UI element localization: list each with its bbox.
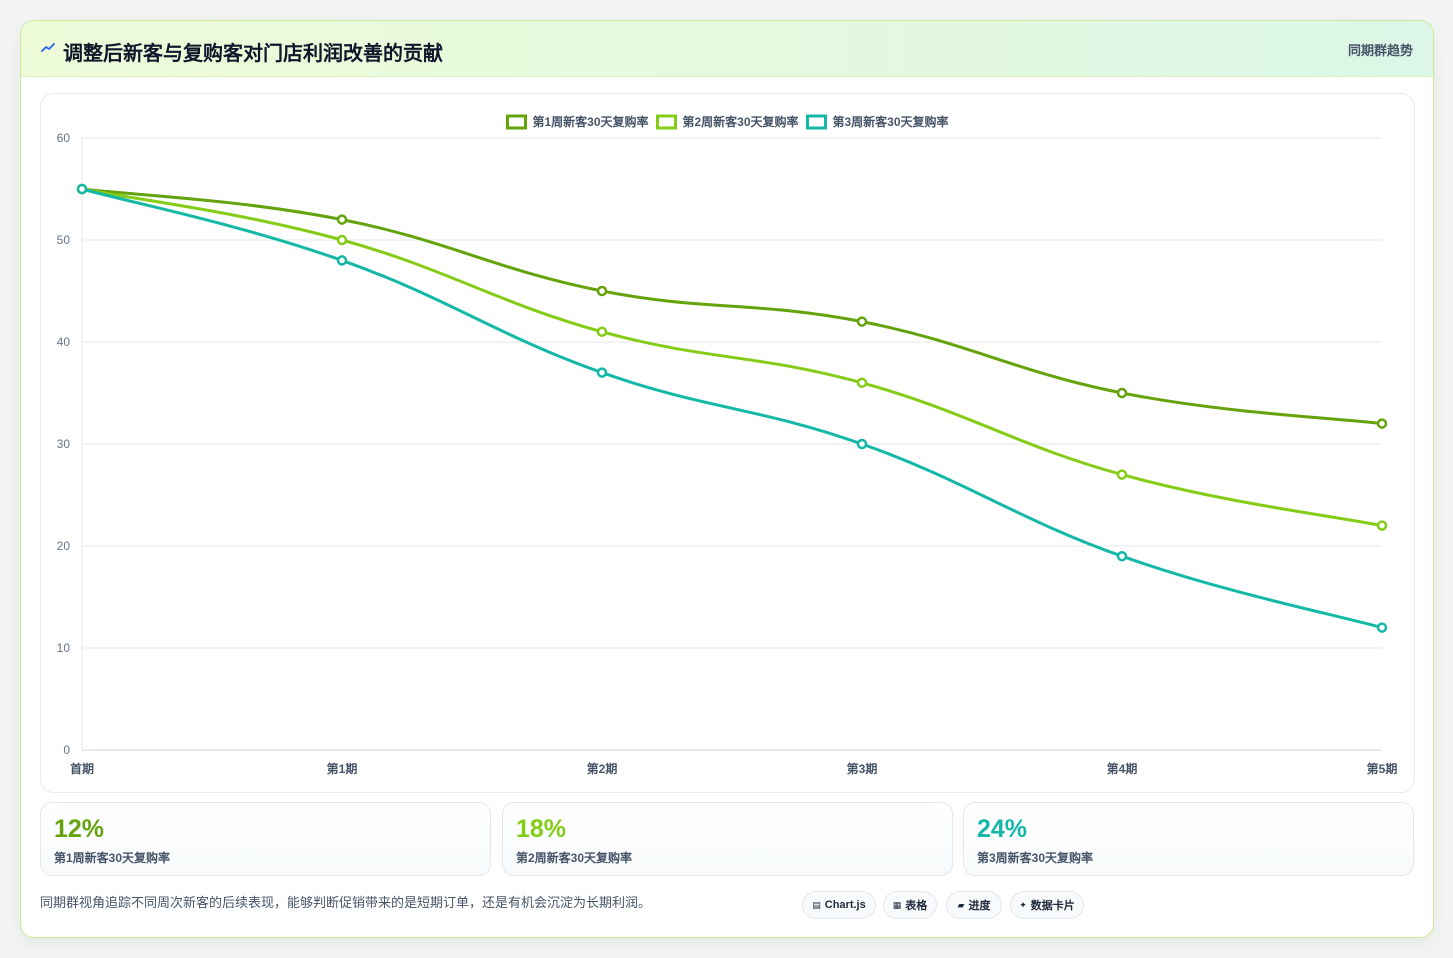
data-point — [1116, 387, 1128, 399]
kpi-card-2: 18% 第2周新客30天复购率 — [502, 802, 953, 876]
legend-swatch — [506, 114, 527, 130]
y-tick-label: 50 — [57, 233, 71, 247]
x-tick-label: 第2期 — [587, 761, 618, 776]
data-point — [336, 234, 348, 246]
legend-label: 第1周新客30天复购率 — [533, 114, 649, 129]
y-tick-label: 10 — [57, 641, 71, 655]
data-point — [1376, 520, 1388, 531]
series-line-1 — [81, 187, 1383, 426]
line-chart: 0 10 20 30 40 50 60 首期 第1期 第2期 第3期 第4期 第5期 第1周新客30天复购… — [57, 114, 1398, 776]
data-point — [336, 214, 348, 225]
panel-header: 调整后新客与复购客对门店利润改善的贡献 同期群趋势 — [21, 21, 1433, 77]
data-point — [856, 438, 868, 450]
table-icon: ▦ — [892, 899, 902, 910]
data-point — [1376, 418, 1388, 429]
data-point — [596, 285, 608, 297]
data-point — [1376, 622, 1388, 633]
progress-icon: ▰ — [957, 899, 965, 910]
kpi-label: 第1周新客30天复购率 — [54, 851, 171, 865]
sparkle-icon: ✦ — [1019, 899, 1027, 910]
data-point — [856, 377, 868, 389]
legend-label: 第2周新客30天复购率 — [683, 114, 799, 129]
x-tick-label: 第1期 — [327, 761, 358, 776]
data-point — [596, 367, 608, 378]
chip-label: 进度 — [968, 900, 991, 912]
legend-label: 第3周新客30天复购率 — [833, 114, 949, 129]
kpi-value: 18% — [516, 815, 567, 843]
kpi-value: 12% — [54, 815, 105, 843]
chip-table[interactable]: ▦ 表格 — [883, 891, 937, 919]
kpi-card-3: 24% 第3周新客30天复购率 — [963, 802, 1414, 876]
chart-card: 0 10 20 30 40 50 60 首期 第1期 第2期 第3期 第4期 第5期 第1周新客30天复购… — [40, 93, 1415, 793]
page-title: 调整后新客与复购客对门店利润改善的贡献 — [63, 43, 443, 65]
x-tick-label: 第4期 — [1107, 761, 1138, 776]
chip-label: Chart.js — [824, 899, 866, 911]
data-point — [336, 255, 348, 266]
y-tick-label: 0 — [63, 743, 70, 757]
kpi-label: 第2周新客30天复购率 — [516, 851, 633, 865]
legend-swatch — [806, 114, 827, 130]
trend-icon — [41, 43, 55, 52]
legend-swatch — [656, 114, 677, 130]
series-line-3 — [81, 187, 1383, 630]
data-point — [1116, 469, 1128, 480]
chip-progress[interactable]: ▰ 进度 — [946, 891, 1002, 919]
data-point — [856, 316, 868, 327]
series-line-2 — [81, 187, 1383, 528]
data-point — [596, 326, 608, 338]
x-tick-label: 首期 — [70, 761, 94, 776]
y-tick-label: 20 — [57, 539, 71, 553]
data-point — [1116, 550, 1128, 562]
x-tick-label: 第5期 — [1367, 761, 1398, 776]
header-tag: 同期群趋势 — [1347, 43, 1413, 58]
kpi-card-1: 12% 第1周新客30天复购率 — [40, 802, 491, 876]
y-tick-label: 30 — [57, 437, 71, 451]
chip-datacard[interactable]: ✦ 数据卡片 — [1010, 891, 1084, 919]
chip-label: 表格 — [905, 900, 928, 912]
y-tick-label: 60 — [57, 131, 71, 145]
x-tick-label: 第3期 — [847, 761, 878, 776]
dashboard-panel: 调整后新客与复购客对门店利润改善的贡献 同期群趋势 0 10 20 30 40 50 60 首… — [20, 20, 1434, 938]
chip-label: 数据卡片 — [1030, 900, 1075, 912]
chip-chartjs[interactable]: ▤ Chart.js — [802, 891, 876, 919]
kpi-value: 24% — [977, 815, 1028, 843]
kpi-label: 第3周新客30天复购率 — [977, 851, 1094, 865]
footnote-text: 同期群视角追踪不同周次新客的后续表现，能够判断促销带来的是短期订单，还是有机会沉… — [40, 895, 652, 910]
data-point — [76, 183, 88, 195]
y-tick-label: 40 — [57, 335, 71, 349]
chart-icon: ▤ — [812, 899, 821, 910]
